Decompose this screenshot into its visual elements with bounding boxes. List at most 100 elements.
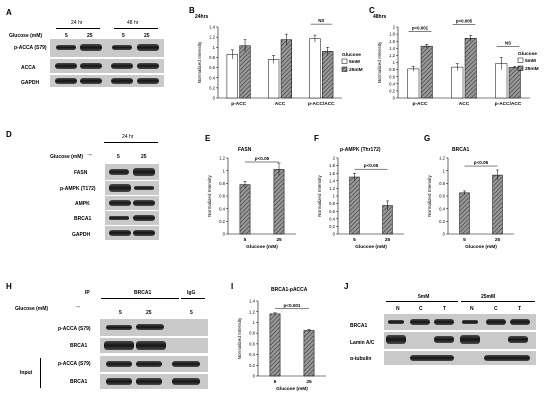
legend-swatch xyxy=(341,66,348,72)
chart-title-i: BRCA1-pACCA xyxy=(271,287,308,293)
y-tick-label: 2 xyxy=(393,25,396,30)
y-tick-label: 0.6 xyxy=(389,74,395,79)
y-tick-label: 0.2 xyxy=(389,89,395,94)
blot-band xyxy=(112,45,132,50)
legend-entry: 5mM xyxy=(525,58,536,64)
x-tick-label: p-ACC xyxy=(231,101,246,107)
y-tick-label: 0 xyxy=(333,232,336,237)
blot-band xyxy=(134,186,154,190)
bar xyxy=(239,184,251,235)
blot-strip xyxy=(100,374,208,389)
significance-label: p<0.05 xyxy=(474,160,489,165)
lane-value: 5 xyxy=(190,310,193,316)
blot-strip xyxy=(105,164,159,180)
blot-label: α-tubulin xyxy=(350,356,372,362)
x-tick-label: p-ACC/ACC xyxy=(495,101,522,107)
blot-band xyxy=(106,378,132,385)
y-tick-label: 1.8 xyxy=(389,32,395,37)
lane-value: 25 xyxy=(144,33,150,39)
time-label-d: 24 hr xyxy=(122,134,134,140)
y-tick-label: 0.8 xyxy=(389,67,395,72)
blot-strip xyxy=(105,226,159,240)
blot-band xyxy=(486,319,506,325)
blot-strip xyxy=(105,196,159,210)
chart-title-e: FASN xyxy=(238,147,252,153)
y-tick-label: 0.4 xyxy=(219,206,225,211)
y-tick-label: 0.6 xyxy=(219,194,225,199)
blot-label: BRCA1 xyxy=(70,343,88,349)
bar xyxy=(268,59,280,99)
bar xyxy=(349,176,360,235)
blot-label: BRCA1 xyxy=(70,379,88,385)
x-tick-label: 5 xyxy=(353,237,356,243)
y-axis-label-i: Normalized Intensity xyxy=(237,317,242,359)
bar xyxy=(280,39,292,99)
input-bracket xyxy=(40,358,41,388)
legend-swatch xyxy=(341,58,348,64)
bar xyxy=(273,169,285,235)
blot-band xyxy=(133,230,155,236)
significance-label: p<0.005 xyxy=(456,19,473,24)
blot-band xyxy=(109,169,129,175)
blot-band xyxy=(111,63,133,69)
blot-band xyxy=(55,78,77,84)
y-tick-label: 1 xyxy=(333,194,336,199)
y-tick-label: 0.2 xyxy=(249,363,255,368)
legend-entry: 5mM xyxy=(349,59,360,65)
x-tick-label: 5 xyxy=(274,379,277,385)
blot-band xyxy=(137,44,159,51)
legend-entry: 25mM xyxy=(525,66,539,72)
blot-label: Lamin A/C xyxy=(350,340,375,346)
blot-band xyxy=(434,319,454,325)
y-tick-label: 0.6 xyxy=(209,65,215,70)
y-tick-label: 0.4 xyxy=(389,81,395,86)
bar xyxy=(226,54,238,99)
time-label-48hr: 48 hr xyxy=(127,20,139,26)
y-tick-label: 0.4 xyxy=(329,216,335,221)
chart-title-g: BRCA1 xyxy=(452,147,469,153)
blot-label: FASN xyxy=(74,170,88,176)
y-tick-label: 1.2 xyxy=(389,53,395,58)
blot-strip xyxy=(384,332,536,349)
bar xyxy=(492,174,503,235)
panel-letter-c: C xyxy=(369,6,375,15)
x-tick-label: 25 xyxy=(306,379,312,385)
blot-band xyxy=(133,200,155,206)
blot-band xyxy=(388,320,404,324)
legend-swatch xyxy=(517,57,524,63)
ip-target-label: BRCA1 xyxy=(134,290,152,296)
blot-strip xyxy=(100,319,208,336)
blot-band xyxy=(410,355,454,361)
chart-title-f: p-AMPK (Thr172) xyxy=(340,147,381,153)
condition-underline xyxy=(461,301,535,302)
blot-band xyxy=(106,361,132,367)
y-tick-label: 0.8 xyxy=(219,181,225,186)
y-tick-label: 0.8 xyxy=(249,331,255,336)
bar xyxy=(459,192,470,235)
igg-label: IgG xyxy=(187,290,196,296)
panel-letter-j: J xyxy=(344,282,349,291)
panel-letter-d: D xyxy=(6,130,12,139)
y-tick-label: 0.6 xyxy=(249,341,255,346)
x-tick-label: 5 xyxy=(463,237,466,243)
condition-label: 5mM xyxy=(418,294,430,300)
blot-strip xyxy=(50,59,164,73)
x-tick-label: p-ACC/ACC xyxy=(308,101,335,107)
bar xyxy=(303,330,315,377)
lane-value: 5 xyxy=(65,33,68,39)
blot-band xyxy=(109,230,131,236)
blot-strip xyxy=(384,351,536,365)
panel-letter-h: H xyxy=(6,282,12,291)
glucose-label-h: Glucose (mM) xyxy=(15,306,49,312)
x-tick-label: 25 xyxy=(276,237,282,243)
glucose-label-d: Glucose (mM) xyxy=(50,154,84,160)
blot-band xyxy=(56,45,76,50)
fraction-label: C xyxy=(419,306,423,312)
y-tick-label: 0 xyxy=(253,374,256,379)
blot-band xyxy=(136,361,162,367)
y-tick-label: 0.2 xyxy=(439,219,445,224)
ip-underline xyxy=(101,298,179,299)
blot-band xyxy=(136,378,162,385)
glucose-label-a: Glucose (mM) xyxy=(9,33,43,39)
y-tick-label: 1.2 xyxy=(249,309,255,314)
